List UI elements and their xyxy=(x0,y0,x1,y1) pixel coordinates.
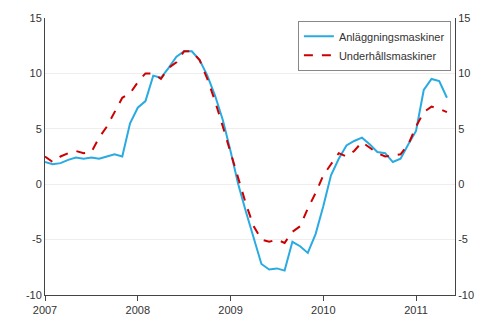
svg-text:0: 0 xyxy=(458,178,464,190)
svg-text:15: 15 xyxy=(458,12,470,24)
svg-text:2009: 2009 xyxy=(218,304,242,316)
svg-text:-5: -5 xyxy=(32,233,42,245)
svg-text:-10: -10 xyxy=(458,289,474,301)
svg-text:2007: 2007 xyxy=(33,304,57,316)
svg-text:-5: -5 xyxy=(458,233,468,245)
svg-text:5: 5 xyxy=(36,123,42,135)
svg-text:0: 0 xyxy=(36,178,42,190)
svg-text:2011: 2011 xyxy=(404,304,428,316)
svg-text:10: 10 xyxy=(458,67,470,79)
svg-text:15: 15 xyxy=(30,12,42,24)
svg-text:5: 5 xyxy=(458,123,464,135)
svg-text:Underhållsmaskiner: Underhållsmaskiner xyxy=(339,50,437,62)
svg-text:2008: 2008 xyxy=(126,304,150,316)
svg-text:Anläggningsmaskiner: Anläggningsmaskiner xyxy=(339,31,445,43)
svg-text:10: 10 xyxy=(30,67,42,79)
svg-text:-10: -10 xyxy=(26,289,42,301)
svg-text:2010: 2010 xyxy=(311,304,335,316)
